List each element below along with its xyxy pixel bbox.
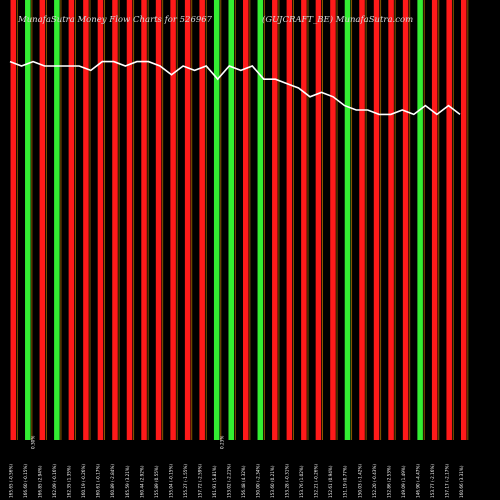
bar-9 [126,0,133,440]
bar-28 [402,0,409,440]
bars-group [10,0,467,440]
bar-14 [199,0,205,440]
x-tick-label: 160.89 (-2.84%) [110,464,115,498]
bar-32 [460,0,467,440]
x-tick-label: 149.09 (1.49%) [401,465,406,498]
pct-label: 0.23% [219,436,224,449]
x-tick-label: 152.61 (0.94%) [328,465,333,498]
x-tick-label: 166.85 (2.94%) [38,465,43,498]
bar-26 [373,0,380,440]
bar-17 [243,0,249,440]
bar-6 [83,0,89,440]
x-tick-label: 166.60 (-0.15%) [23,464,28,498]
x-tick-labels: 165.65 (-0.56%) 166.60 (-0.15%) 166.85 (2.… [9,464,464,498]
bar-25 [359,0,365,440]
bar-30 [431,0,438,440]
pct-label: 0.30% [31,436,36,449]
bar-11 [155,0,162,440]
bar-1 [10,0,17,440]
bar-22 [315,0,322,440]
bar-19 [272,0,278,440]
x-tick-label: 146.90 (-4.47%) [415,464,420,498]
bar-27 [388,0,394,440]
x-tick-label: 153.28 (-0.31%) [285,464,290,498]
bar-21 [301,0,307,440]
x-tick-label: 160.66 (3.31%) [459,465,464,498]
x-tick-label: 152.86 (2.53%) [386,465,391,498]
x-tick-label: 155.89 (0.55%) [154,465,159,498]
x-tick-label: 152.21 (-0.26%) [314,464,319,498]
chart-subtitle: (GUJCRAFT_BE) MunafaSutra.com [262,14,413,25]
x-tick-label: 156.48 (4.32%) [241,465,246,498]
x-tick-label: 150.03 (-1.42%) [357,464,362,498]
bar-10 [141,0,147,440]
guide-lines [16,0,469,440]
x-tick-label: 153.76 (1.02%) [299,465,304,498]
money-flow-line [9,60,461,116]
x-tick-label: 153.77 (-2.16%) [430,464,435,498]
bar-5 [68,0,75,440]
x-tick-label: 161.91 (5.81%) [212,465,217,498]
x-tick-label: 153.02 (-2.21%) [226,464,231,498]
x-tick-label: 160.61 (-0.17%) [96,464,101,498]
bar-15 [213,0,220,440]
bar-2 [25,0,31,440]
bar-16 [228,0,234,440]
x-tick-label: 160.19 (-0.26%) [81,464,86,498]
x-tick-label: 152.20 (-0.43%) [372,464,377,498]
bar-23 [330,0,336,440]
chart-title: MunafaSutra Money Flow Charts for 526967 [17,15,213,25]
bar-18 [257,0,264,440]
x-tick-label: 157.17 (-2.17%) [444,464,449,498]
x-tick-label: 165.65 (-0.56%) [9,464,14,498]
x-tick-label: 150.00 (-2.34%) [256,464,261,498]
x-tick-label: 157.72 (-2.59%) [197,464,202,498]
x-tick-label: 162.35 (1.35%) [67,465,72,498]
x-tick-label: 153.60 (0.21%) [270,465,275,498]
bar-29 [417,0,423,440]
x-tick-label: 151.19 (0.77%) [343,465,348,498]
x-tick-label: 155.04 (-0.15%) [168,464,173,498]
bar-4 [54,0,60,440]
pct-labels: 0.30% 0.23% [31,436,225,449]
bar-3 [39,0,46,440]
bar-13 [184,0,191,440]
bar-24 [344,0,351,440]
bar-7 [97,0,104,440]
bar-12 [170,0,176,440]
x-tick-label: 160.44 (2.92%) [139,465,144,498]
x-tick-label: 155.27 (-1.55%) [183,464,188,498]
bar-8 [112,0,118,440]
x-tick-label: 165.59 (3.21%) [125,465,130,498]
bar-20 [286,0,293,440]
x-tick-label: 162.09 (-0.16%) [52,464,57,498]
bar-31 [446,0,452,440]
